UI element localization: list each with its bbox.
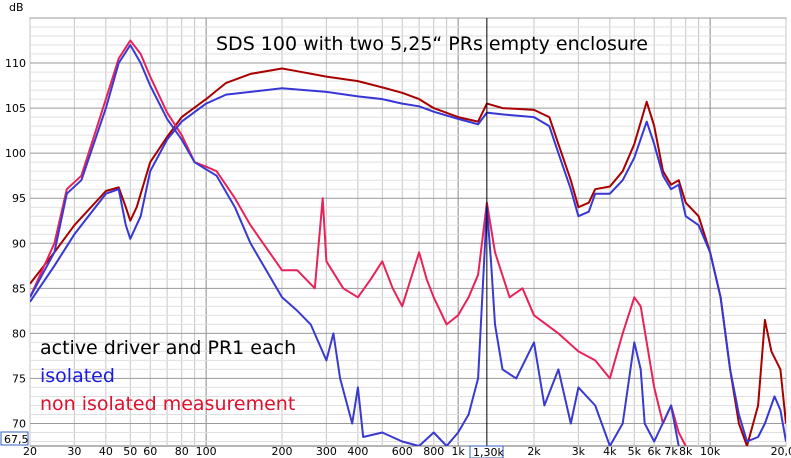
x-tick-label: 8k — [679, 445, 693, 458]
cursor-badge[interactable]: 1,30k — [469, 445, 504, 458]
y-min-label: 67,5 — [4, 433, 29, 446]
cursor-frequency-label: 1,30k — [473, 446, 504, 458]
x-tick-label: 100 — [196, 445, 217, 458]
series-line-4 — [30, 44, 680, 446]
x-tick-label: 2k — [527, 445, 541, 458]
series-layer — [30, 39, 786, 446]
x-tick-label: 800 — [423, 445, 444, 458]
x-tick-label: 6k — [648, 445, 662, 458]
y-min-badge: 67,5 — [0, 431, 29, 446]
y-tick-label: 95 — [12, 192, 26, 205]
x-tick-label: 80 — [175, 445, 189, 458]
chart-title: SDS 100 with two 5,25“ PRs empty enclosu… — [216, 33, 648, 55]
x-tick-label: 50 — [123, 445, 137, 458]
x-tick-label: 1k — [451, 445, 465, 458]
x-tick-label: 5k — [628, 445, 642, 458]
tick-labels: 20 30 40 50 60 80 100 200 300 400 600 800 1k 2k 3k 4k 5k… — [5, 57, 791, 458]
y-tick-label: 105 — [5, 102, 26, 115]
x-tick-label: 3k — [572, 445, 586, 458]
y-axis-unit-label: dB — [9, 1, 24, 14]
annotation-isolated: isolated — [40, 365, 115, 387]
x-tick-label: 300 — [316, 445, 337, 458]
x-tick-label: 400 — [347, 445, 368, 458]
x-tick-label: 30 — [67, 445, 81, 458]
series-line-2 — [30, 39, 687, 446]
x-tick-label: 200 — [272, 445, 293, 458]
x-tick-label: 60 — [143, 445, 157, 458]
x-tick-label: 7k — [664, 445, 678, 458]
y-tick-label: 110 — [5, 57, 26, 70]
y-tick-label: 75 — [12, 372, 26, 385]
y-tick-label: 70 — [12, 417, 26, 430]
plot-area — [29, 17, 787, 447]
y-tick-label: 80 — [12, 327, 26, 340]
x-tick-label: 40 — [99, 445, 113, 458]
annotation-active-driver: active driver and PR1 each — [40, 337, 296, 359]
x-tick-label: 20 — [23, 445, 37, 458]
x-tick-label: 4k — [603, 445, 617, 458]
annotation-non-isolated: non isolated measurement — [40, 393, 295, 415]
y-tick-label: 85 — [12, 282, 26, 295]
x-tick-label: 600 — [392, 445, 413, 458]
x-tick-label: 20,0k — [771, 445, 791, 458]
y-tick-label: 90 — [12, 237, 26, 250]
x-tick-label: 10k — [700, 445, 721, 458]
series-line-3 — [30, 87, 786, 443]
y-tick-label: 100 — [5, 147, 26, 160]
